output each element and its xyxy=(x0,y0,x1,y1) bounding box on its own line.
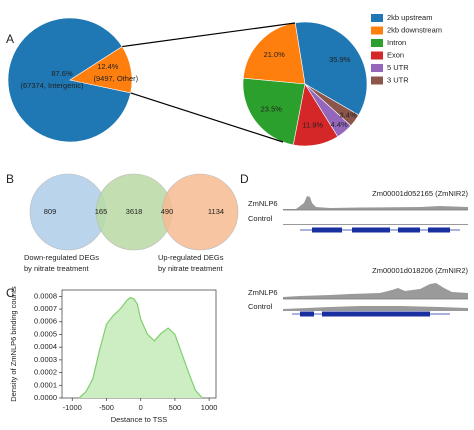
venn-label: Up-regulated DEGs xyxy=(158,253,224,262)
y-tick-label: 0.0005 xyxy=(34,329,57,338)
slice-label: 35.9% xyxy=(329,55,351,64)
x-tick-label: 500 xyxy=(169,403,182,412)
y-tick-label: 0.0008 xyxy=(34,291,57,300)
legend-label: 2kb downstream xyxy=(387,25,442,34)
connector xyxy=(130,92,284,143)
slice-label: (67374, Intergenic) xyxy=(21,81,84,90)
track-label: ZmNLP6 xyxy=(248,288,278,297)
track-label: Control xyxy=(248,302,273,311)
panel-label: C xyxy=(6,286,15,300)
track-title: Zm00001d018206 (ZmNIR2) xyxy=(372,266,468,275)
y-tick-label: 0.0006 xyxy=(34,317,57,326)
y-tick-label: 0.0007 xyxy=(34,304,57,313)
density-line xyxy=(78,297,203,399)
pie-slice xyxy=(304,83,360,127)
x-tick-label: 0 xyxy=(139,403,143,412)
venn-label: by nitrate treatment xyxy=(24,264,90,273)
genome-panel: Zm00001d052165 (ZmNIR2) ZmNLP6 Control Z… xyxy=(248,189,468,317)
panel-label: D xyxy=(240,172,249,186)
track-title: Zm00001d052165 (ZmNIR2) xyxy=(372,189,468,198)
legend-label: 3 UTR xyxy=(387,75,409,84)
legend-label: Intron xyxy=(387,38,406,47)
pie-slice xyxy=(7,17,132,143)
slice-label: 21.0% xyxy=(264,50,286,59)
slice-label: 3.4% xyxy=(340,110,357,119)
gene-exon xyxy=(428,227,450,233)
signal-track xyxy=(283,196,468,210)
x-tick-label: 1000 xyxy=(201,403,218,412)
y-tick-label: 0.0003 xyxy=(34,355,57,364)
legend-swatch xyxy=(371,39,383,47)
gene-exon xyxy=(352,227,390,233)
legend-swatch xyxy=(371,51,383,60)
pie-slice xyxy=(294,21,368,116)
y-tick-label: 0.0004 xyxy=(34,342,57,351)
venn-label: by nitrate treatment xyxy=(158,264,224,273)
pie-slice xyxy=(242,77,306,146)
gene-exon xyxy=(322,311,430,317)
legend-swatch xyxy=(371,26,383,35)
y-axis-label: Density of ZmNLP6 binding counts xyxy=(9,286,18,402)
gene-exon xyxy=(312,227,342,233)
slice-label: 87.6% xyxy=(51,69,73,78)
signal-track xyxy=(283,306,468,311)
venn-count: 3618 xyxy=(126,207,143,216)
legend-swatch xyxy=(371,76,383,85)
gene-exon xyxy=(300,311,314,317)
slice-label: 11.9% xyxy=(302,120,323,129)
venn-label: Down-regulated DEGs xyxy=(24,253,99,262)
panel-label: A xyxy=(6,32,14,46)
y-tick-label: 0.0000 xyxy=(34,393,57,402)
x-tick-label: -500 xyxy=(99,403,114,412)
x-axis-label: Destance to TSS xyxy=(111,415,168,424)
panel-label: B xyxy=(6,172,14,186)
venn-count: 1134 xyxy=(208,207,224,216)
slice-label: 12.4% xyxy=(97,62,119,71)
legend-swatch xyxy=(371,64,383,72)
x-tick-label: -1000 xyxy=(63,403,82,412)
legend-label: Exon xyxy=(387,50,404,59)
venn-set xyxy=(161,173,239,251)
slice-label: 23.5% xyxy=(261,104,283,113)
connector xyxy=(122,22,296,48)
legend-label: 5 UTR xyxy=(387,63,409,72)
slice-label: (9497, Other) xyxy=(94,74,139,83)
slice-label: 4.4% xyxy=(331,120,348,129)
track-label: Control xyxy=(248,214,273,223)
y-tick-label: 0.0001 xyxy=(34,380,57,389)
venn-count: 490 xyxy=(161,207,174,216)
signal-track xyxy=(283,283,468,299)
venn-count: 165 xyxy=(95,207,108,216)
signal-track xyxy=(283,224,468,225)
venn-count: 809 xyxy=(44,207,57,216)
gene-exon xyxy=(398,227,420,233)
y-tick-label: 0.0002 xyxy=(34,368,57,377)
track-label: ZmNLP6 xyxy=(248,199,278,208)
legend-swatch xyxy=(371,14,383,22)
density-area xyxy=(79,297,203,398)
legend-label: 2kb upstream xyxy=(387,13,432,22)
